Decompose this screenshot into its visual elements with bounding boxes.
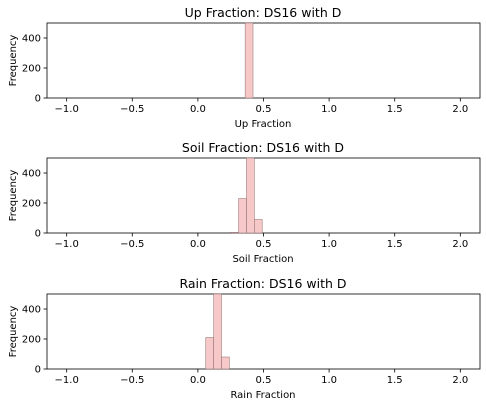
y-tick-label: 200 [22,64,41,75]
soil-fraction-panel: Soil Fraction: DS16 with D −1.0 −0.5 0.0 0.… [8,140,481,265]
chart-title: Up Fraction: DS16 with D [185,5,342,20]
x-tick-label: 0.5 [256,375,272,386]
rain-fraction-panel: Rain Fraction: DS16 with D −1.0 −0.5 0.0 0.… [8,276,481,401]
x-tick-label: −0.5 [120,104,144,115]
y-tick-label: 400 [22,305,41,316]
x-tick-label: 0.5 [256,239,272,250]
y-axis-ticks: 0 200 400 [22,305,47,376]
y-axis-label: Frequency [8,306,19,358]
y-tick-label: 200 [22,199,41,210]
x-tick-label: 1.0 [321,375,337,386]
y-axis-label: Frequency [8,35,19,87]
y-tick-label: 0 [35,365,41,376]
chart-title: Soil Fraction: DS16 with D [182,140,344,155]
chart-title: Rain Fraction: DS16 with D [179,276,346,291]
histogram-bar [205,337,214,370]
histogram-bar [221,356,230,370]
x-tick-label: 0.0 [190,375,206,386]
x-tick-label: 1.0 [321,104,337,115]
y-axis-ticks: 0 200 400 [22,169,47,240]
x-tick-label: 2.0 [452,375,468,386]
x-tick-label: −1.0 [55,375,79,386]
x-axis-label: Rain Fraction [230,390,295,401]
bars-group [244,22,254,99]
histogram-bar [238,198,247,234]
histogram-bar [244,22,254,99]
bars-group [230,157,263,234]
x-tick-label: −0.5 [120,375,144,386]
histogram-bar [213,293,222,370]
x-tick-label: −0.5 [120,239,144,250]
x-tick-label: 2.0 [452,104,468,115]
y-tick-label: 0 [35,94,41,105]
x-tick-label: 1.5 [387,239,403,250]
x-tick-label: −1.0 [55,104,79,115]
x-tick-label: 1.0 [321,239,337,250]
bars-group [205,293,230,370]
x-tick-label: 2.0 [452,239,468,250]
histogram-bar [254,219,263,234]
histogram-bar [230,232,239,234]
x-tick-label: 1.5 [387,104,403,115]
x-tick-label: 0.5 [256,104,272,115]
plot-frame [46,22,481,99]
y-axis-ticks: 0 200 400 [22,34,47,105]
y-tick-label: 400 [22,34,41,45]
up-fraction-panel: Up Fraction: DS16 with D −1.0 −0.5 0.0 0.5 1… [8,5,481,130]
x-tick-label: 0.0 [190,104,206,115]
y-axis-label: Frequency [8,170,19,222]
y-tick-label: 200 [22,335,41,346]
plot-frame [46,293,481,370]
y-tick-label: 0 [35,229,41,240]
x-tick-label: 0.0 [190,239,206,250]
x-tick-label: −1.0 [55,239,79,250]
histogram-bar [246,157,255,234]
x-tick-label: 1.5 [387,375,403,386]
x-axis-ticks: −1.0 −0.5 0.0 0.5 1.0 1.5 2.0 [55,233,468,250]
x-axis-ticks: −1.0 −0.5 0.0 0.5 1.0 1.5 2.0 [55,98,468,115]
x-axis-ticks: −1.0 −0.5 0.0 0.5 1.0 1.5 2.0 [55,369,468,386]
plot-frame [46,157,481,234]
x-axis-label: Up Fraction [235,119,292,130]
x-axis-label: Soil Fraction [232,254,293,265]
y-tick-label: 400 [22,169,41,180]
